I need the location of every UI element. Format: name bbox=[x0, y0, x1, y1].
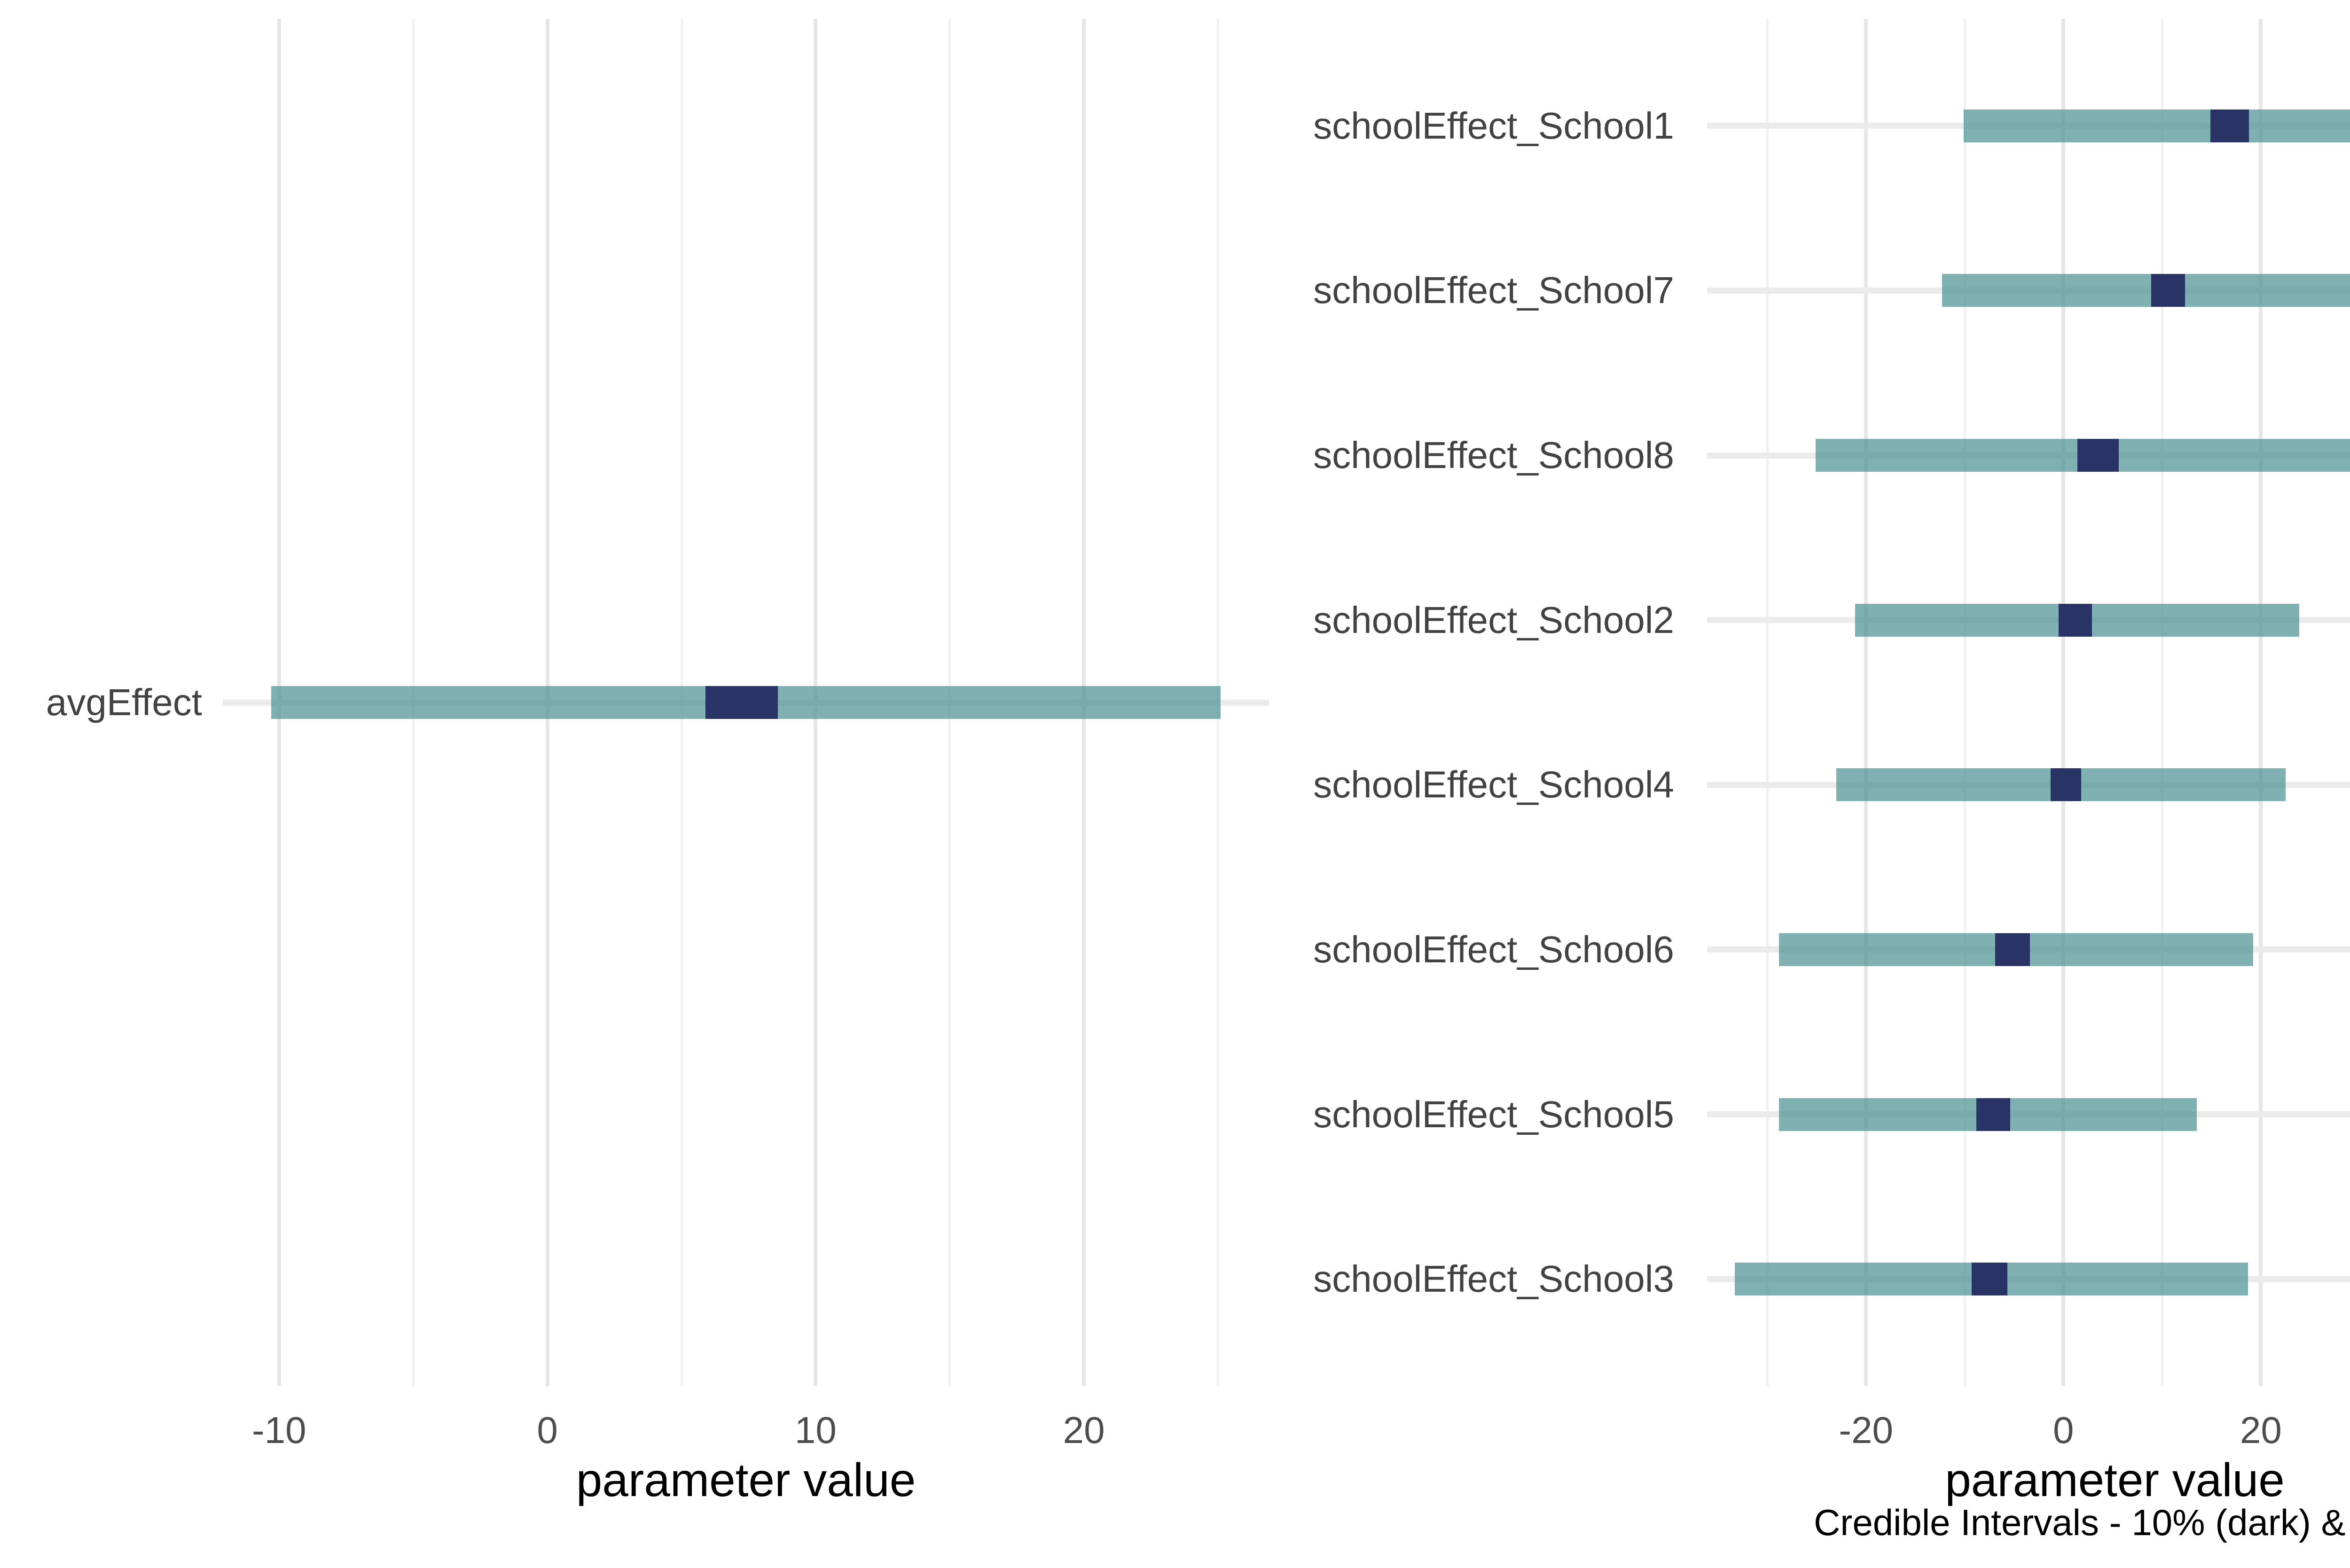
grid-minor-line bbox=[2161, 19, 2163, 1386]
parameter-label: schoolEffect_School2 bbox=[1313, 599, 1674, 641]
x-axis-tick-label: 0 bbox=[537, 1409, 558, 1451]
parameter-label: schoolEffect_School3 bbox=[1313, 1258, 1674, 1300]
grid-minor-line bbox=[1766, 19, 1769, 1386]
x-axis-tick-label: 0 bbox=[2053, 1409, 2074, 1451]
inner-interval-bar bbox=[2077, 439, 2119, 472]
grid-minor-line bbox=[1963, 19, 1966, 1386]
parameter-label: schoolEffect_School6 bbox=[1313, 928, 1674, 970]
inner-interval-bar bbox=[1971, 1263, 2007, 1296]
inner-interval-bar bbox=[1976, 1098, 2010, 1131]
parameter-label: schoolEffect_School7 bbox=[1313, 269, 1674, 312]
parameter-label: avgEffect bbox=[46, 681, 202, 723]
parameter-label: schoolEffect_School8 bbox=[1313, 434, 1674, 476]
x-axis-tick-label: -20 bbox=[1839, 1409, 1893, 1451]
grid-major-line bbox=[2259, 19, 2263, 1386]
parameter-label: schoolEffect_School1 bbox=[1313, 104, 1674, 147]
x-axis-tick-label: 10 bbox=[794, 1409, 837, 1451]
inner-interval-bar bbox=[2050, 768, 2082, 802]
avg-effect-panel bbox=[223, 19, 1269, 1386]
inner-interval-bar bbox=[705, 686, 778, 719]
grid-major-line bbox=[2061, 19, 2066, 1386]
outer-interval-bar bbox=[1942, 274, 2350, 307]
figure-caption: Credible Intervals - 10% (dark) & 90% (l… bbox=[1814, 1502, 2350, 1543]
grid-major-line bbox=[1864, 19, 1868, 1386]
x-axis-tick-label: 20 bbox=[2240, 1409, 2282, 1451]
inner-interval-bar bbox=[2151, 274, 2185, 307]
inner-interval-bar bbox=[2058, 603, 2092, 637]
school-effects-panel bbox=[1707, 19, 2350, 1386]
parameter-label: schoolEffect_School4 bbox=[1313, 764, 1674, 806]
parameter-label: schoolEffect_School5 bbox=[1313, 1093, 1674, 1135]
x-axis-tick-label: 20 bbox=[1063, 1409, 1105, 1451]
x-axis-title-left: parameter value bbox=[576, 1454, 916, 1506]
outer-interval-bar bbox=[1964, 109, 2350, 142]
x-axis-tick-label: -10 bbox=[252, 1409, 306, 1451]
x-axis-title-right: parameter value bbox=[1945, 1454, 2285, 1506]
inner-interval-bar bbox=[1995, 933, 2030, 966]
inner-interval-bar bbox=[2210, 109, 2249, 142]
